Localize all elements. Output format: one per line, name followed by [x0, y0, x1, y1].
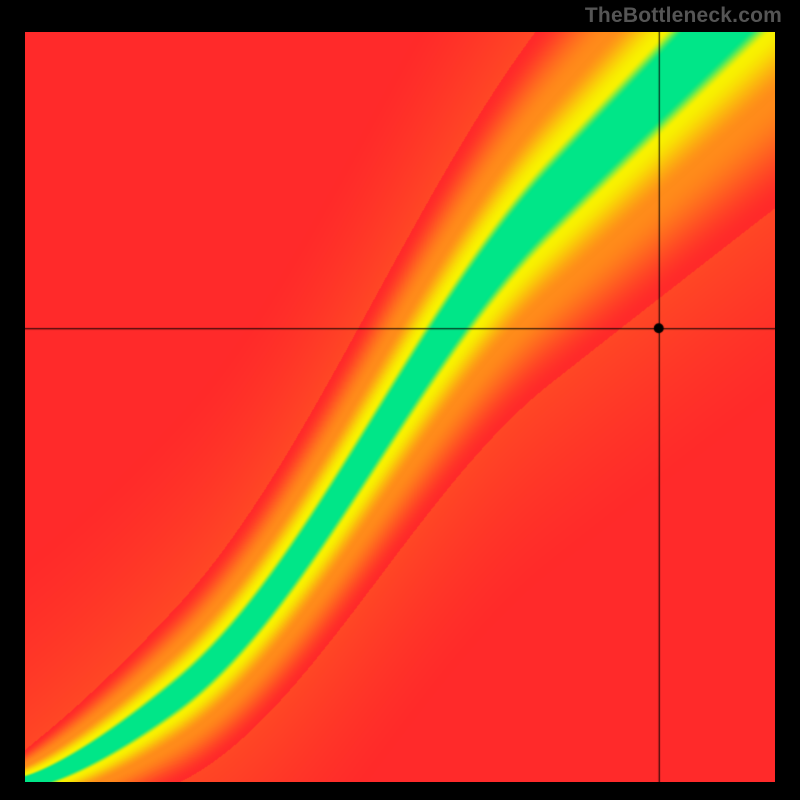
- chart-container: TheBottleneck.com: [0, 0, 800, 800]
- bottleneck-heatmap: [25, 32, 775, 782]
- watermark-text: TheBottleneck.com: [585, 4, 782, 28]
